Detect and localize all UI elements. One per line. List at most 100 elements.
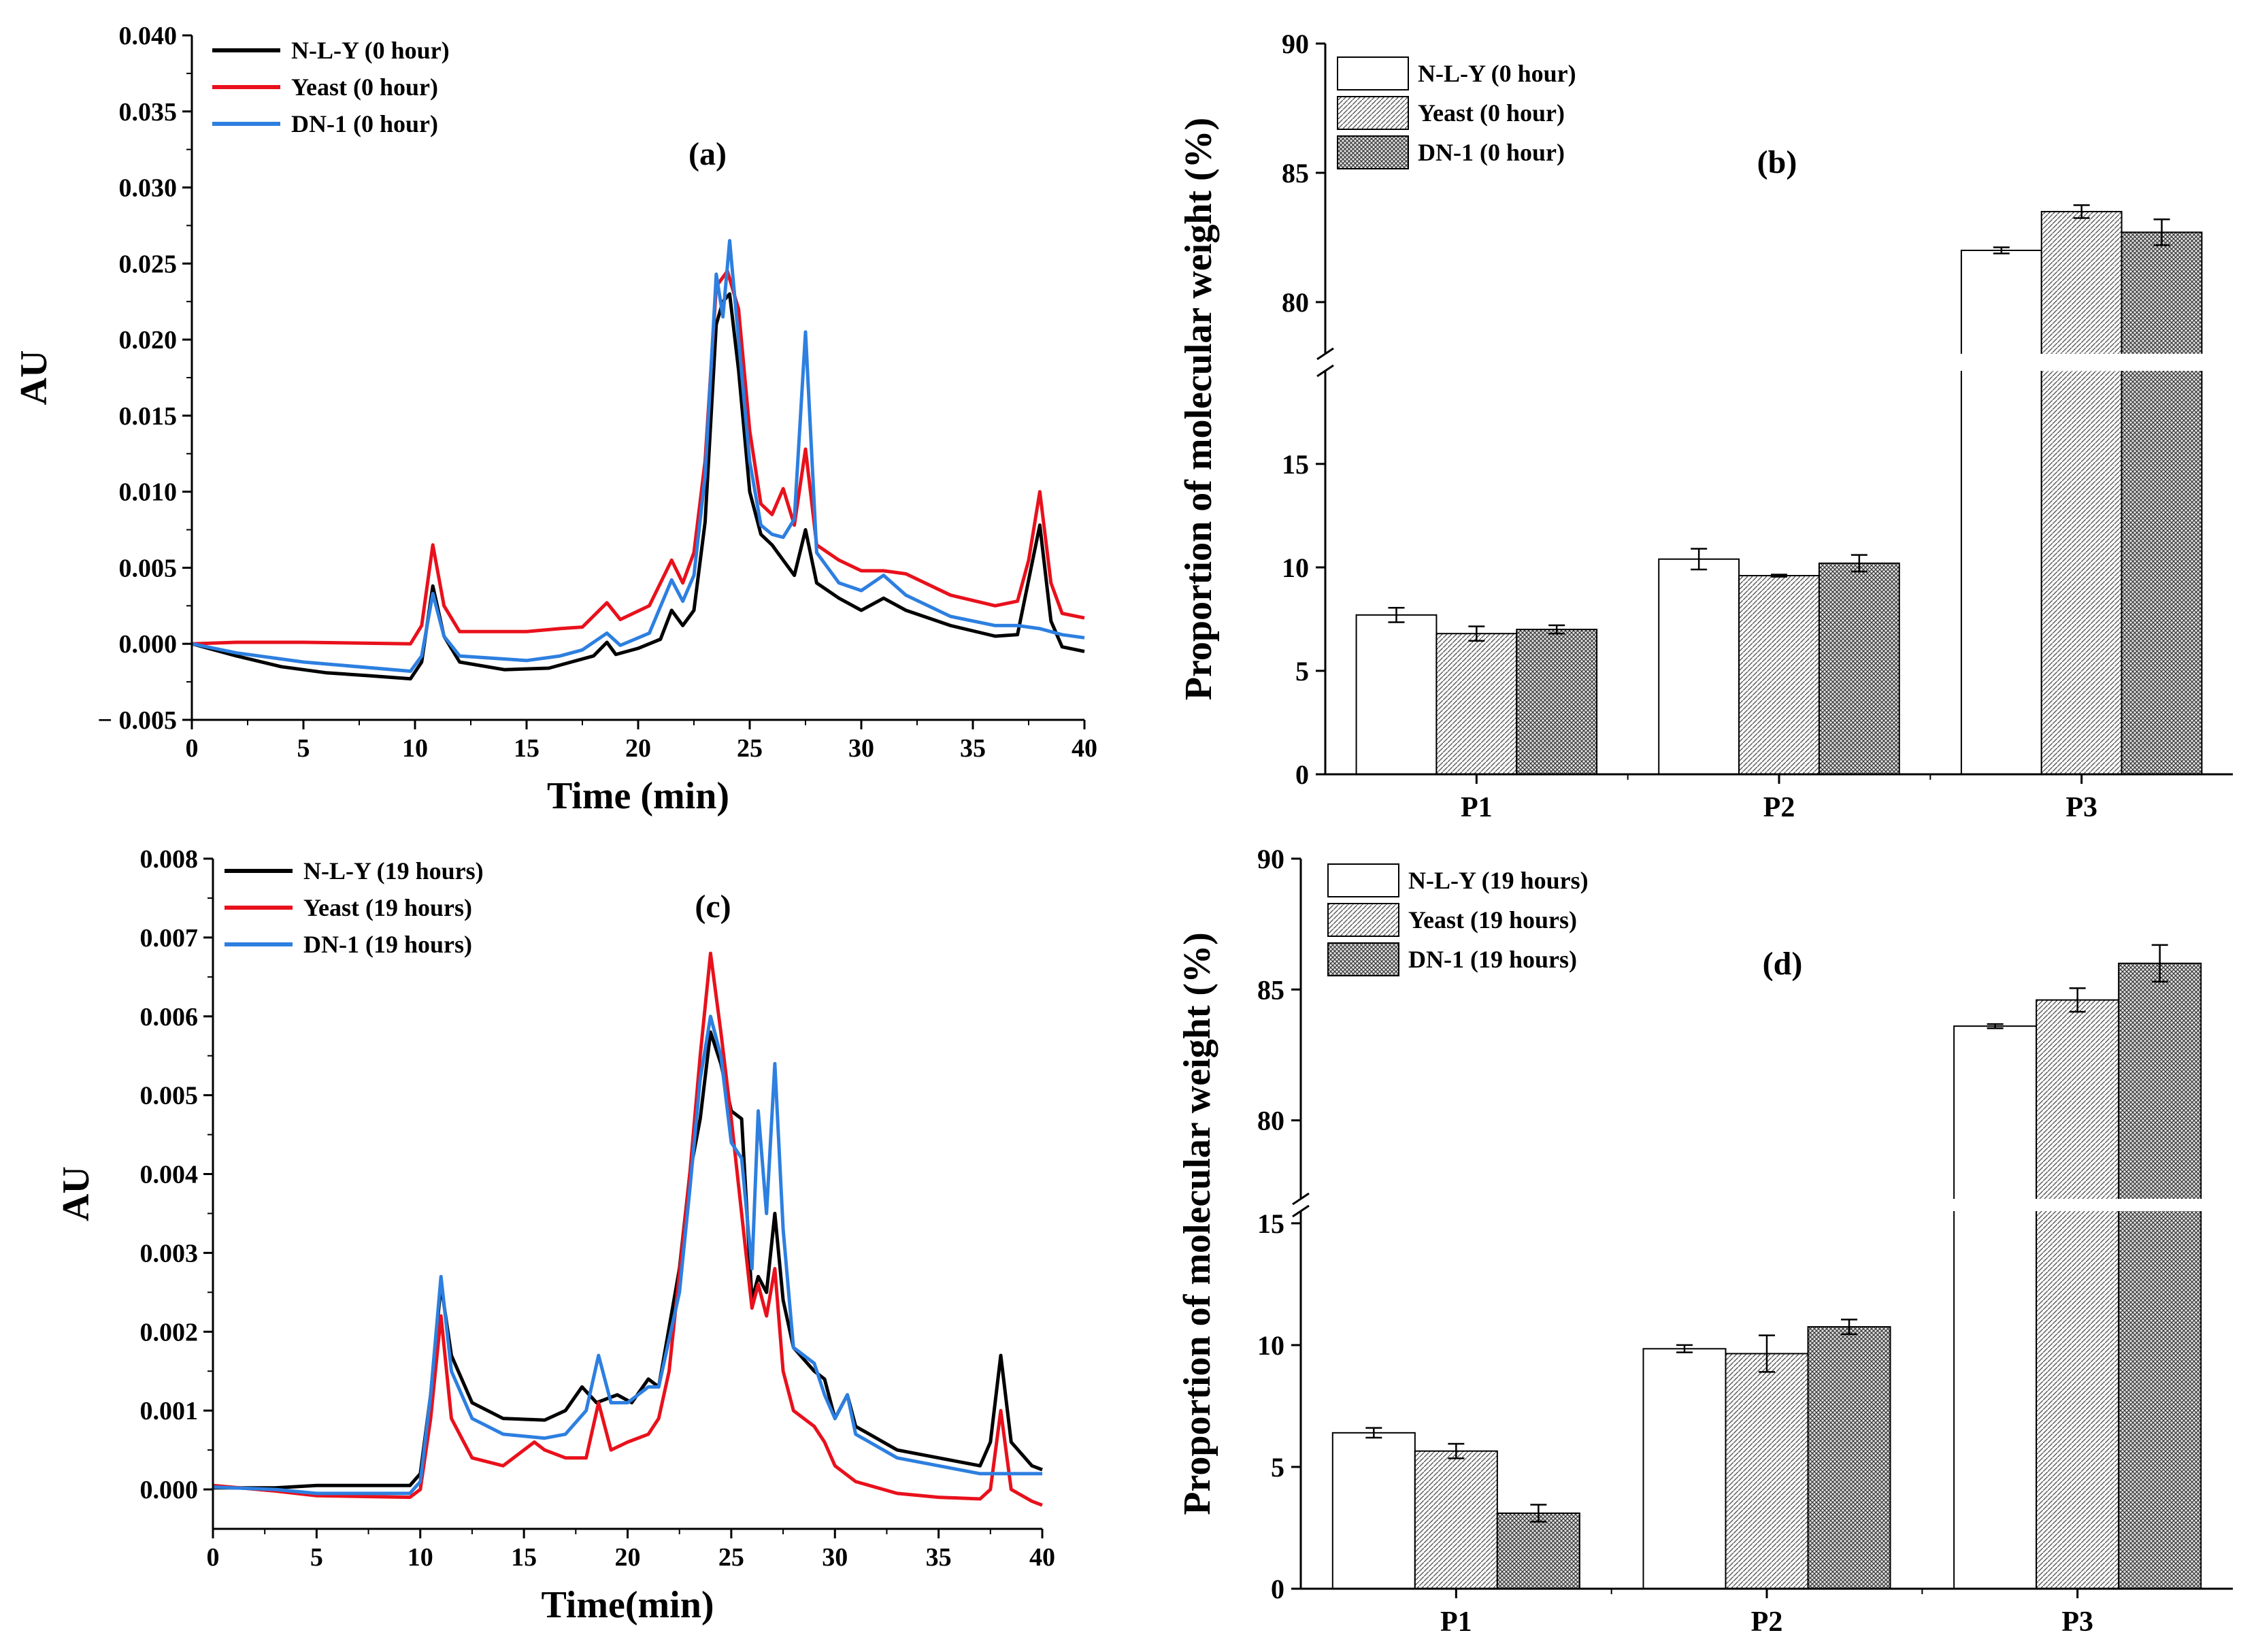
bar-yeast-p2 — [1738, 575, 1820, 775]
legend-swatch-yeast — [1327, 903, 1399, 937]
y-tick-label: 0.005 — [119, 554, 178, 582]
y-tick-label: 0 — [1271, 1574, 1284, 1604]
y-axis-title: Proportion of molecular weight (%) — [1178, 118, 1220, 700]
bar-yeast-p1 — [1435, 633, 1518, 776]
x-axis-title: Time(min) — [541, 1584, 714, 1626]
bar-nly-p2 — [1642, 1348, 1727, 1589]
y-tick-label: 10 — [1282, 552, 1309, 583]
y-tick-label: 0.006 — [140, 1003, 199, 1031]
bar-nly-p1 — [1331, 1432, 1416, 1589]
legend-label-nly: N-L-Y (0 hour) — [1418, 60, 1576, 87]
bar-dn1-p2 — [1807, 1326, 1891, 1590]
bar-dn1-p3 — [2118, 962, 2202, 1590]
series-line-yeast — [191, 269, 1085, 646]
y-tick-label: 90 — [1257, 844, 1284, 874]
bar-yeast-p2 — [1725, 1353, 1809, 1590]
y-tick-label: 85 — [1257, 974, 1284, 1005]
bar-nly-p3 — [1960, 250, 2042, 775]
bar-break-gap — [2120, 354, 2204, 371]
y-tick-label: 10 — [1257, 1330, 1284, 1361]
x-tick-label: 20 — [615, 1543, 641, 1572]
x-tick-label: 10 — [402, 734, 428, 763]
x-tick-label: 0 — [207, 1543, 220, 1572]
y-tick-label: 85 — [1282, 158, 1309, 188]
panel-c-line-chart: 0 5 10 15 20 25 30 35 40 0.000 0.001 0.002 0.003 0.00… — [55, 845, 1055, 1626]
panel-title: (d) — [1763, 946, 1803, 982]
x-tick-label: 0 — [186, 734, 199, 763]
x-tick-label: 25 — [737, 734, 763, 763]
bar-nly-p3 — [1953, 1025, 2038, 1589]
bar-yeast-p1 — [1414, 1450, 1498, 1590]
bar-break-gap — [2040, 354, 2123, 371]
category-label-p1: P1 — [1440, 1606, 1472, 1638]
y-tick-label: 0.005 — [140, 1082, 199, 1110]
category-label-p1: P1 — [1461, 792, 1493, 823]
y-tick-label: 0.003 — [140, 1239, 199, 1268]
x-axis-title: Time (min) — [547, 775, 729, 817]
y-tick-label: 0 — [1295, 759, 1309, 790]
x-tick-label: 35 — [960, 734, 986, 763]
axis-break-mark — [1316, 364, 1334, 378]
y-axis-title: AU — [13, 350, 55, 406]
x-tick-label: 10 — [408, 1543, 433, 1572]
y-tick-label: 0.002 — [140, 1318, 199, 1347]
series-line-dn1 — [212, 1014, 1042, 1496]
bar-dn1-p3 — [2121, 231, 2203, 775]
legend-swatch-dn1 — [1337, 135, 1409, 169]
panel-d-bar-chart: 0 5 10 15 80 85 90 P1 P2 P3 Proportion of molecula… — [1176, 844, 2233, 1638]
bar-break-gap — [1953, 1199, 2038, 1211]
legend-label-yeast: Yeast (19 hours) — [1408, 906, 1577, 934]
y-tick-label: 0.020 — [119, 326, 178, 354]
y-tick-label: 0.030 — [119, 174, 178, 203]
axis-break-mark — [1292, 1192, 1310, 1206]
legend-swatch-nly — [1337, 56, 1409, 90]
x-tick-label: 40 — [1072, 734, 1097, 763]
axis-break-mark — [1292, 1204, 1310, 1218]
bar-break-gap — [2035, 1199, 2121, 1211]
y-tick-label: 0.007 — [140, 924, 199, 953]
y-tick-label: 5 — [1271, 1452, 1284, 1483]
legend-label-dn1: DN-1 (0 hour) — [291, 110, 438, 137]
y-axis-title: AU — [55, 1166, 97, 1221]
legend-swatch-nly — [1327, 863, 1399, 897]
y-tick-label: 0.040 — [119, 22, 178, 50]
x-tick-label: 30 — [822, 1543, 848, 1572]
series-line-yeast — [212, 951, 1043, 1507]
x-tick-label: 35 — [926, 1543, 952, 1572]
legend-label-nly: N-L-Y (19 hours) — [303, 857, 484, 885]
y-tick-label: 0.035 — [119, 98, 178, 127]
bar-dn1-p2 — [1818, 562, 1900, 775]
category-label-p3: P3 — [2061, 1606, 2093, 1638]
y-tick-label: 0.000 — [119, 630, 178, 659]
legend-swatch-yeast — [1337, 96, 1409, 130]
y-tick-label: 80 — [1257, 1106, 1284, 1136]
y-tick-label: 5 — [1295, 656, 1309, 687]
y-tick-label: 0.001 — [140, 1397, 199, 1425]
panel-a-line-chart: 0 5 10 15 20 25 30 35 40 − 0.005 0.000 0.005 0.010 0.… — [13, 22, 1097, 817]
y-tick-label: 15 — [1282, 449, 1309, 480]
x-tick-label: 20 — [625, 734, 651, 763]
panel-b-bar-chart: 0 5 10 15 80 85 90 P1 P2 P3 Proportion of molecula… — [1178, 29, 2233, 823]
series-line-nly — [191, 292, 1085, 681]
legend-label-dn1: DN-1 (0 hour) — [1418, 139, 1565, 166]
legend-label-nly: N-L-Y (0 hour) — [291, 37, 450, 64]
y-tick-label: 80 — [1282, 287, 1309, 318]
bar-dn1-p1 — [1496, 1513, 1580, 1589]
panel-title: (c) — [695, 889, 731, 925]
legend-swatch-dn1 — [1327, 942, 1399, 976]
y-tick-label: 0.008 — [140, 845, 199, 874]
legend-label-yeast: Yeast (19 hours) — [303, 894, 472, 921]
y-tick-label: − 0.005 — [97, 706, 177, 735]
y-tick-label: 0.015 — [119, 402, 178, 431]
bar-yeast-p3 — [2036, 999, 2120, 1589]
x-tick-label: 25 — [718, 1543, 744, 1572]
legend-label-nly: N-L-Y (19 hours) — [1408, 867, 1589, 894]
x-tick-label: 30 — [848, 734, 874, 763]
y-tick-label: 0.004 — [140, 1161, 199, 1189]
bar-nly-p2 — [1658, 558, 1740, 775]
bar-yeast-p3 — [2040, 211, 2123, 775]
bar-break-gap — [1959, 354, 2043, 371]
legend-label-dn1: DN-1 (19 hours) — [1408, 946, 1577, 973]
y-tick-label: 15 — [1257, 1208, 1284, 1239]
